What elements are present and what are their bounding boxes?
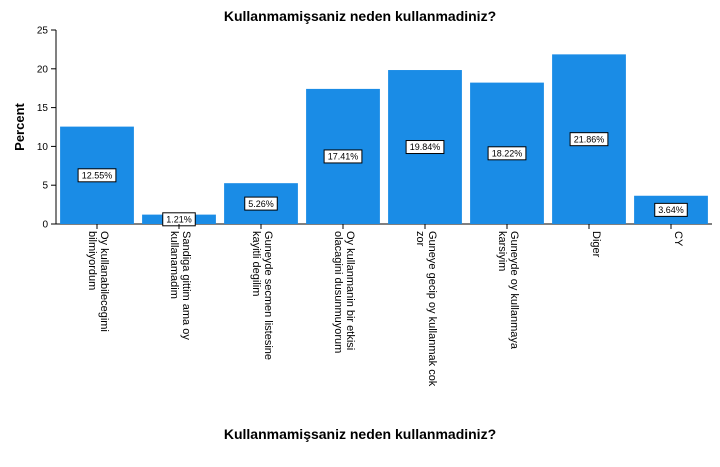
y-tick-label: 10: [37, 142, 49, 153]
y-tick-label: 5: [42, 181, 48, 192]
data-label: 12.55%: [82, 171, 113, 181]
data-label-box: [244, 196, 278, 211]
data-label: 21.86%: [574, 134, 605, 144]
x-tick-label-line: Guneyde secmen listesine: [262, 231, 274, 360]
x-tick-label-line: Oy kullanmanin bir etkisi: [344, 231, 356, 350]
x-tick-label-line: Guneye gecip oy kullanmak cok: [426, 231, 438, 387]
data-label: 17.41%: [328, 152, 359, 162]
y-tick-label: 25: [37, 26, 49, 37]
data-label: 3.64%: [658, 205, 684, 215]
x-tick-label-line: karsiyim: [496, 231, 508, 271]
data-label-box: [569, 132, 609, 147]
y-tick-label: 20: [37, 64, 49, 75]
data-label-box: [487, 146, 527, 161]
x-tick-label: CY: [672, 231, 684, 247]
x-tick-label-line: olacagini dusunmuyorum: [332, 231, 344, 353]
x-axis-title: Kullanmamişsaniz neden kullanmadiniz?: [223, 426, 497, 442]
data-label-box: [323, 149, 363, 164]
chart-title: Kullanmamişsaniz neden kullanmadiniz?: [223, 8, 497, 24]
x-tick-label-line: Sandiga gittim ama oy: [180, 231, 192, 340]
x-tick-label-line: Oy kullanabilecegimi: [98, 231, 110, 332]
data-label: 18.22%: [492, 149, 523, 159]
x-tick-label-line: Guneyde oy kullanmaya: [508, 231, 520, 350]
x-tick-label: Diger: [590, 231, 602, 258]
data-label-box: [405, 140, 445, 155]
data-label: 19.84%: [410, 142, 441, 152]
y-tick-label: 15: [37, 103, 49, 114]
data-label: 5.26%: [248, 199, 274, 209]
x-tick-label-line: bilmiyordum: [86, 231, 98, 290]
data-label-box: [654, 202, 688, 217]
x-tick-label-line: zor: [414, 231, 426, 247]
x-tick-label-line: CY: [672, 231, 684, 247]
y-tick-label: 0: [42, 220, 48, 231]
x-tick-label-line: Diger: [590, 231, 602, 258]
x-tick-label-line: kullanamadim: [168, 231, 180, 299]
data-label: 1.21%: [166, 215, 192, 225]
y-axis-title: Percent: [12, 102, 27, 150]
data-label-box: [77, 168, 117, 183]
x-tick-label-line: kayitli degilim: [250, 231, 262, 296]
